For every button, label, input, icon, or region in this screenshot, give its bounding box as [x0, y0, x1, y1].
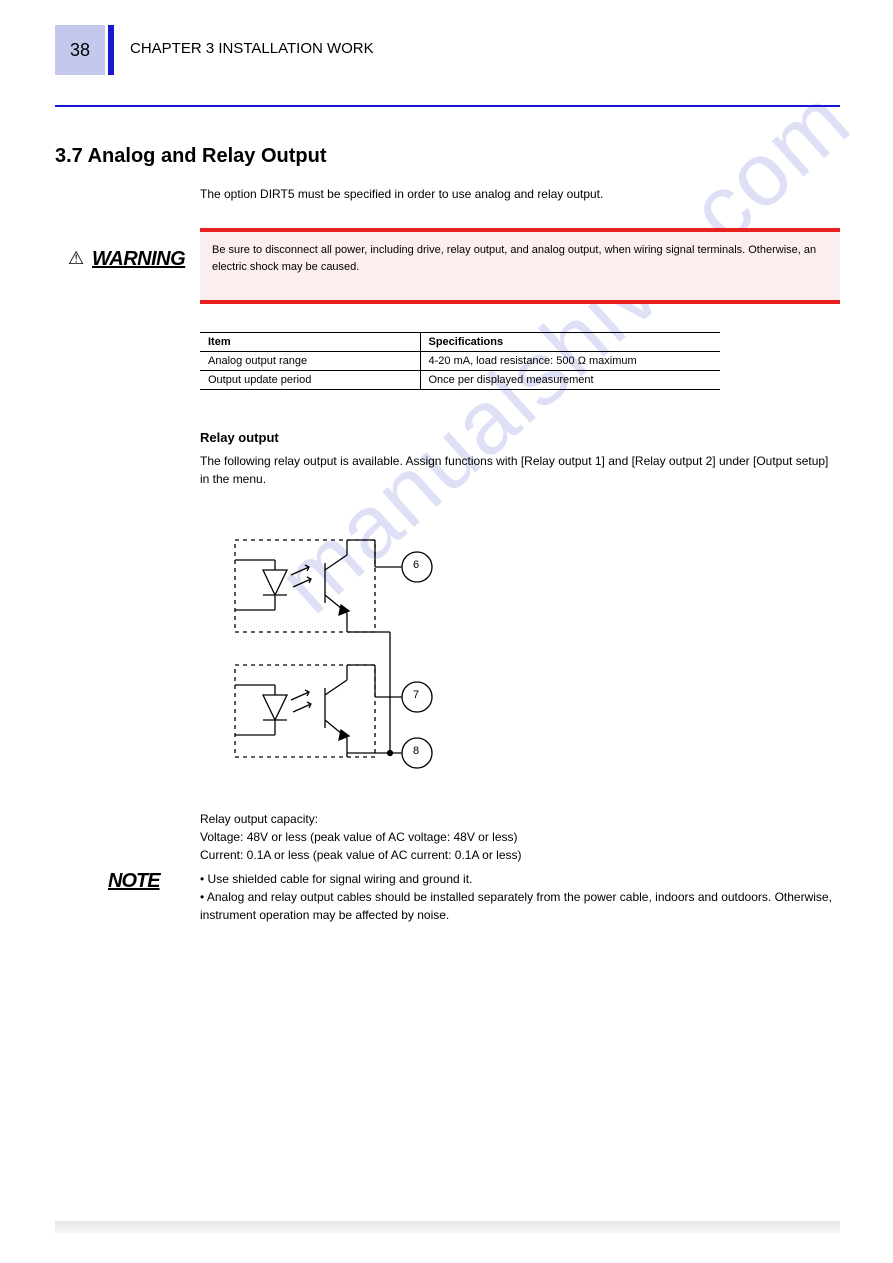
page-number-box: 38 — [55, 25, 105, 75]
table-header-cell: Item — [200, 333, 420, 352]
warning-box: Be sure to disconnect all power, includi… — [200, 232, 840, 300]
page-accent-bar — [108, 25, 114, 75]
section-heading: 3.7 Analog and Relay Output — [55, 145, 327, 168]
relay-diagram: 6 7 8 — [225, 525, 465, 790]
table-row: Analog output range 4-20 mA, load resist… — [200, 352, 720, 371]
warning-label: WARNING — [92, 248, 185, 271]
relay-capacity: Relay output capacity: Voltage: 48V or l… — [200, 810, 840, 864]
horizontal-rule — [55, 105, 840, 107]
table-cell: 4-20 mA, load resistance: 500 Ω maximum — [420, 352, 720, 371]
table-row: Output update period Once per displayed … — [200, 371, 720, 390]
table-header-cell: Specifications — [420, 333, 720, 352]
table-cell: Analog output range — [200, 352, 420, 371]
relay-heading: Relay output — [200, 430, 279, 445]
table-cell: Once per displayed measurement — [420, 371, 720, 390]
chapter-title: CHAPTER 3 INSTALLATION WORK — [130, 40, 374, 57]
warning-text: Be sure to disconnect all power, includi… — [212, 244, 816, 273]
note-item: Analog and relay output cables should be… — [200, 890, 832, 922]
note-label: NOTE — [108, 870, 160, 893]
terminal-label: 6 — [413, 559, 419, 571]
table-cell: Output update period — [200, 371, 420, 390]
footer-shadow — [55, 1221, 840, 1233]
relay-diagram-svg — [225, 525, 465, 785]
page-number: 38 — [70, 40, 90, 61]
relay-capacity-label: Relay output capacity: — [200, 812, 318, 826]
table-row: Item Specifications — [200, 333, 720, 352]
spec-table: Item Specifications Analog output range … — [200, 332, 720, 390]
note-list: • Use shielded cable for signal wiring a… — [200, 870, 840, 924]
warning-box-border-bottom — [200, 300, 840, 304]
intro-paragraph: The option DIRT5 must be specified in or… — [200, 185, 840, 203]
terminal-label: 7 — [413, 689, 419, 701]
relay-capacity-text: Voltage: 48V or less (peak value of AC v… — [200, 828, 840, 864]
note-item: Use shielded cable for signal wiring and… — [208, 872, 473, 886]
terminal-label: 8 — [413, 745, 419, 757]
relay-paragraph: The following relay output is available.… — [200, 452, 840, 488]
warning-triangle-icon: ⚠ — [68, 248, 84, 269]
